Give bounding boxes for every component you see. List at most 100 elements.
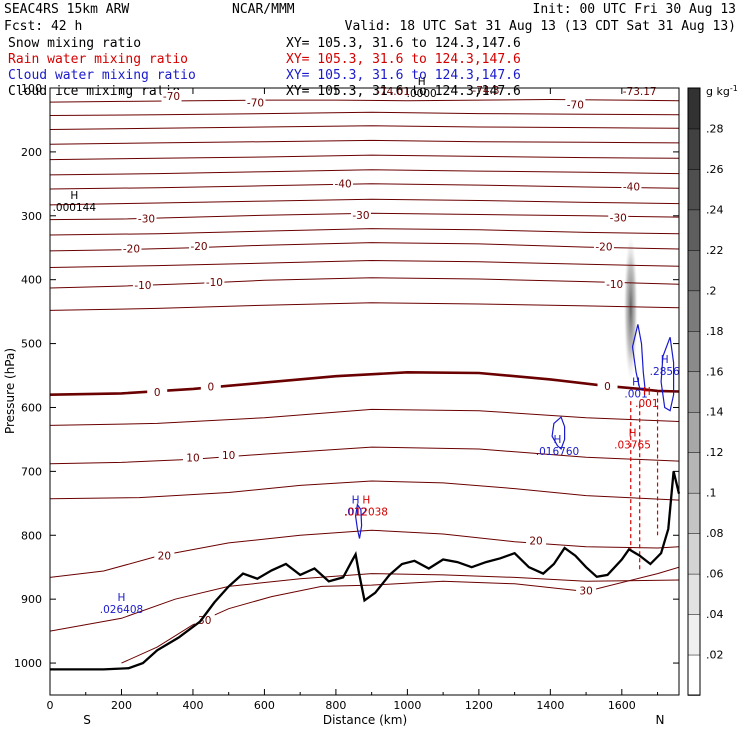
cloud-water-contour	[631, 324, 646, 389]
colorbar-tick-label: .18	[706, 325, 724, 338]
colorbar-tick-label: .24	[706, 203, 724, 216]
isotherm-line	[50, 139, 679, 145]
field-xy: XY= 105.3, 31.6 to 124.3,147.6	[286, 36, 521, 51]
field-xy: XY= 105.3, 31.6 to 124.3,147.6	[286, 68, 521, 83]
field-label: Cloud water mixing ratio	[8, 68, 196, 83]
x-tick-label: 1600	[608, 699, 636, 712]
colorbar-frame	[687, 87, 701, 696]
isotherm-label: -20	[190, 241, 207, 253]
high-marker: H	[632, 377, 640, 389]
x-tick-label: 0	[47, 699, 54, 712]
high-value: .012038	[345, 507, 388, 519]
y-tick-label: 300	[21, 210, 42, 223]
colorbar-tick-label: .22	[706, 244, 724, 257]
cloud-water-contour	[660, 336, 675, 412]
isotherm-line	[50, 446, 679, 465]
y-tick-label: 200	[21, 146, 42, 159]
y-tick-label: 700	[21, 465, 42, 478]
high-value: .000144	[53, 202, 97, 214]
isotherm-label: -20	[595, 242, 612, 254]
high-value: .2856	[650, 366, 680, 378]
terrain-surface	[50, 471, 681, 671]
y-axis-label: Pressure (hPa)	[3, 348, 17, 434]
isotherm-line	[50, 125, 679, 130]
header: SEAC4RS 15km ARW Fcst: 42 h NCAR/MMM Ini…	[4, 2, 736, 99]
isotherm-line	[50, 529, 679, 578]
high-value: .001	[635, 398, 658, 410]
cloud-water-contours	[354, 324, 675, 539]
isotherm-label: -40	[623, 182, 640, 194]
isotherm-label-bg	[121, 242, 142, 255]
isotherm-line	[50, 212, 679, 221]
isotherm-line	[50, 242, 679, 252]
isotherm-label-bg	[565, 98, 586, 111]
isotherm-line	[50, 183, 679, 190]
high-marker: H	[629, 428, 637, 440]
isotherm-label: -30	[138, 214, 155, 226]
high-value: .001	[624, 389, 647, 401]
high-marker: H	[362, 495, 370, 507]
isotherm-line	[50, 480, 679, 501]
high-marker: H	[643, 386, 651, 398]
colorbar-tick-label: .04	[706, 608, 724, 621]
isotherm-label: 10	[222, 450, 235, 462]
high-value: .0000	[407, 88, 437, 100]
field-xy: XY= 105.3, 31.6 to 124.3,147.6	[286, 52, 521, 67]
isotherm-label: -70	[247, 97, 264, 109]
x-tick-label: 1400	[536, 699, 564, 712]
field-label: Snow mixing ratio	[8, 36, 141, 51]
x-end-label-south: S	[83, 713, 91, 727]
isotherm-line	[50, 98, 679, 103]
colorbar-segment	[687, 573, 701, 615]
colorbar: g kg-1 .28 .26 .24 .22 .2 .18 .16 .14 .12 .1 .08 .0…	[687, 84, 738, 696]
isotherm-label-bg	[147, 385, 168, 398]
isotherm-label-bg	[204, 275, 225, 288]
high-value: .03765	[614, 440, 651, 452]
isotherm-line	[50, 370, 679, 396]
colorbar-segment	[687, 87, 701, 130]
high-marker: H	[352, 495, 360, 507]
isotherm-line	[50, 154, 679, 161]
init-time: Init: 00 UTC Fri 30 Aug 13	[533, 2, 737, 17]
isotherm-label-bg	[245, 96, 266, 109]
colorbar-segment	[687, 249, 701, 292]
x-end-label-north: N	[656, 713, 665, 727]
isotherm-label-bg	[597, 380, 618, 393]
rain-contours	[630, 391, 659, 571]
forecast-hour: Fcst: 42 h	[4, 19, 82, 34]
x-tick-label: 800	[325, 699, 346, 712]
colorbar-segment	[687, 330, 701, 373]
cloud-water-contour	[551, 416, 566, 451]
isotherm-label-bg	[200, 380, 221, 393]
y-tick-label: 1000	[14, 657, 42, 670]
isotherm-label: -30	[352, 210, 369, 222]
colorbar-unit: g kg-1	[706, 84, 738, 98]
isotherm-line	[50, 573, 679, 632]
isotherm-label-bg	[576, 584, 597, 597]
colorbar-segment	[687, 371, 701, 413]
colorbar-tick-label: .12	[706, 446, 724, 459]
isotherm-label: -10	[606, 279, 623, 291]
isotherm-line	[50, 169, 679, 176]
x-tick-label: 200	[111, 699, 132, 712]
y-tick-label: 900	[21, 593, 42, 606]
colorbar-tick-label: .28	[706, 122, 724, 135]
x-axis-ticks: 0 200 400 600 800 1000 1200 1400 1600	[47, 88, 659, 712]
isotherm-label: -70	[567, 99, 584, 111]
isotherm-label: 0	[207, 382, 214, 394]
isotherm-label: 10	[186, 453, 199, 465]
isotherm-label: 20	[158, 550, 171, 562]
colorbar-tick-label: .06	[706, 568, 724, 581]
x-tick-label: 1000	[393, 699, 421, 712]
colorbar-segment	[687, 209, 701, 251]
isotherm-label-bg	[604, 277, 625, 290]
isotherm-label: 0	[604, 381, 611, 393]
high-marker: H	[118, 592, 126, 604]
high-value: .026408	[100, 604, 143, 616]
field-label: Rain water mixing ratio	[8, 52, 188, 67]
isotherm-label: 30	[579, 585, 592, 597]
x-tick-label: 600	[254, 699, 275, 712]
colorbar-segment	[687, 654, 701, 696]
isotherm-label: 0	[154, 387, 161, 399]
isotherm-line	[121, 566, 679, 664]
